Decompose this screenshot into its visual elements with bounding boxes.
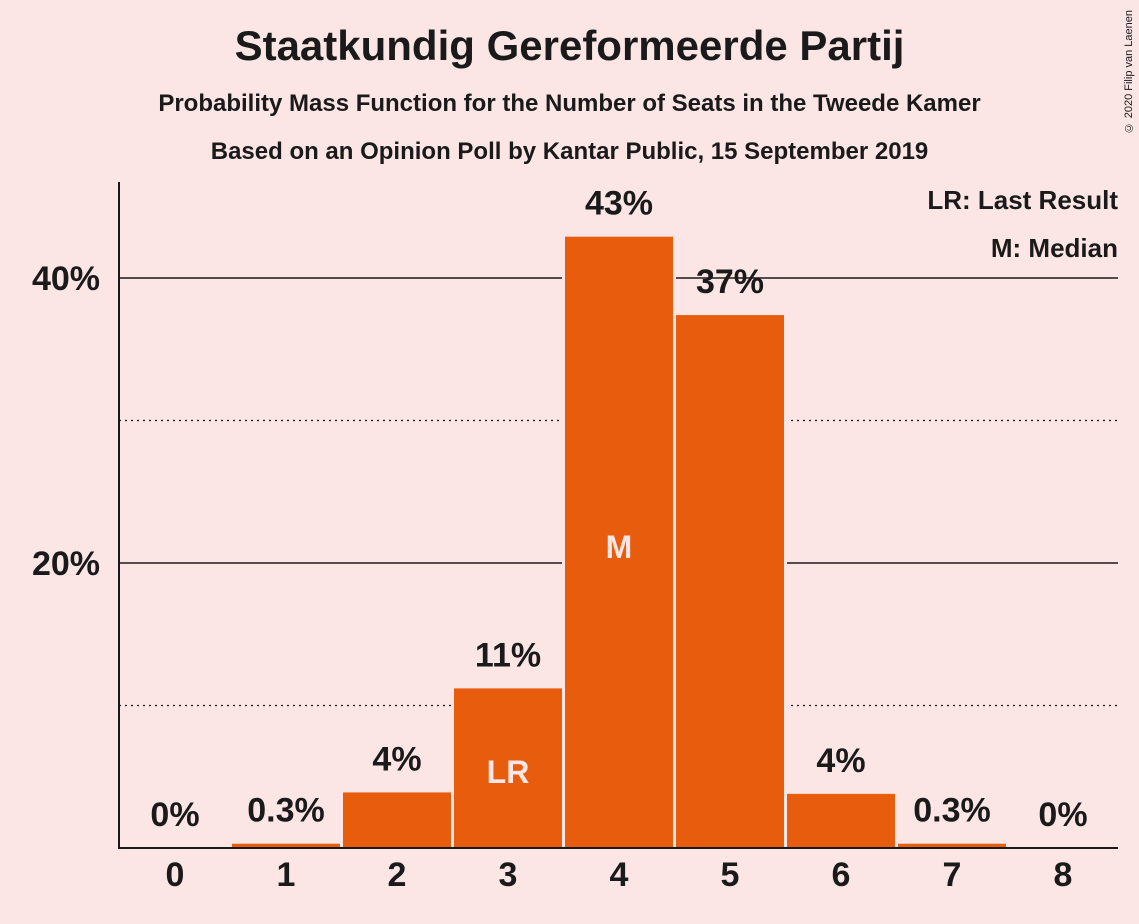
x-tick-label: 4 bbox=[610, 856, 629, 894]
bar-value-label: 11% bbox=[475, 636, 541, 674]
y-tick-label: 40% bbox=[32, 260, 100, 298]
legend-median: M: Median bbox=[991, 233, 1118, 263]
x-tick-label: 8 bbox=[1054, 856, 1073, 894]
chart-title: Staatkundig Gereformeerde Partij bbox=[234, 22, 905, 69]
bar-value-label: 0.3% bbox=[247, 792, 325, 830]
bar-seats-2 bbox=[343, 792, 451, 848]
bar-seats-7 bbox=[898, 843, 1006, 848]
x-tick-label: 2 bbox=[388, 856, 407, 894]
x-tick-label: 7 bbox=[943, 856, 962, 894]
bar-seats-5 bbox=[676, 315, 784, 848]
bar-marker-lr: LR bbox=[487, 754, 530, 790]
bar-value-label: 4% bbox=[816, 742, 865, 780]
bar-value-label: 0.3% bbox=[913, 792, 991, 830]
bar-seats-4 bbox=[565, 236, 673, 849]
bar-seats-3 bbox=[454, 688, 562, 848]
bar-value-label: 0% bbox=[1038, 796, 1087, 834]
chart-source: Based on an Opinion Poll by Kantar Publi… bbox=[210, 138, 929, 165]
legend-last-result: LR: Last Result bbox=[927, 185, 1118, 215]
x-tick-label: 0 bbox=[166, 856, 185, 894]
bar-value-label: 4% bbox=[372, 740, 421, 778]
bar-value-label: 43% bbox=[585, 185, 653, 223]
x-tick-label: 6 bbox=[832, 856, 851, 894]
bar-value-label: 37% bbox=[696, 263, 764, 301]
chart-subtitle: Probability Mass Function for the Number… bbox=[158, 90, 981, 117]
bar-value-label: 0% bbox=[150, 796, 199, 834]
x-tick-label: 5 bbox=[721, 856, 740, 894]
bar-seats-6 bbox=[787, 793, 895, 848]
x-tick-label: 1 bbox=[277, 856, 296, 894]
y-tick-label: 20% bbox=[32, 545, 100, 583]
bar-marker-m: M bbox=[606, 529, 633, 565]
bar-seats-1 bbox=[232, 843, 340, 848]
x-tick-label: 3 bbox=[499, 856, 518, 894]
